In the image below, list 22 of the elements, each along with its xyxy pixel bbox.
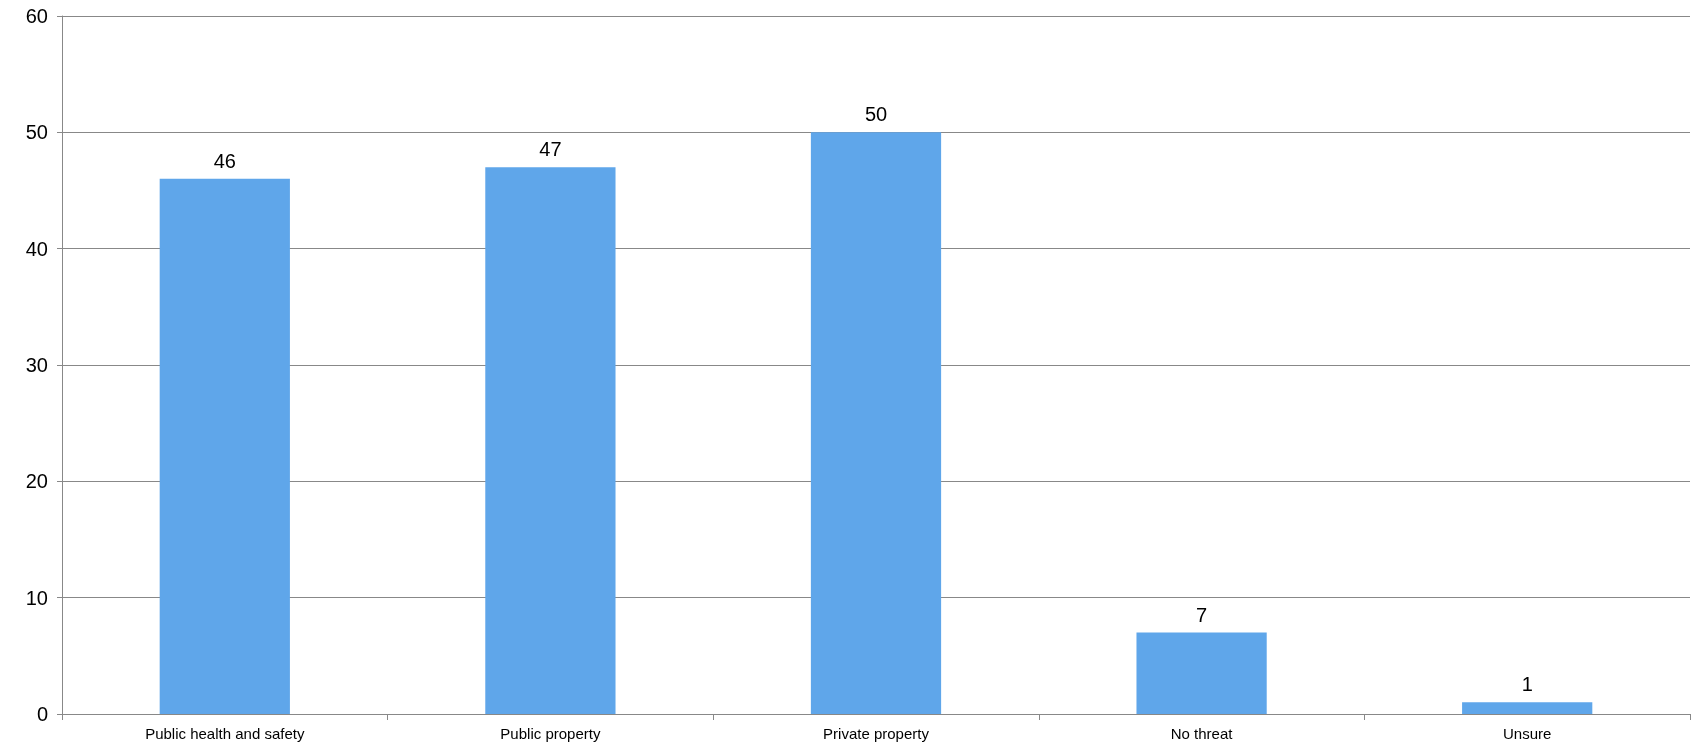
x-tick-label: Public property — [500, 725, 601, 742]
bar — [485, 167, 616, 714]
y-tick-label: 0 — [36, 703, 48, 725]
data-label: 7 — [1196, 603, 1208, 626]
x-tick-label: Unsure — [1503, 725, 1552, 742]
data-label: 1 — [1521, 673, 1533, 696]
x-tick-label: Private property — [823, 725, 930, 742]
y-tick-label: 50 — [25, 121, 48, 144]
x-tick-label: No threat — [1170, 725, 1234, 742]
bar — [810, 132, 942, 714]
bar — [1136, 632, 1267, 714]
data-label: 50 — [864, 103, 888, 126]
y-tick-label: 10 — [25, 586, 48, 609]
data-label: 46 — [213, 149, 236, 172]
data-label: 47 — [539, 138, 562, 161]
y-tick-label: 60 — [25, 5, 48, 27]
y-tick-label: 40 — [25, 237, 48, 260]
y-tick-label: 20 — [25, 470, 48, 493]
y-tick-label: 30 — [25, 354, 48, 376]
bar — [1462, 702, 1593, 714]
bar — [159, 178, 290, 714]
x-tick-label: Public health and safety — [145, 725, 305, 742]
